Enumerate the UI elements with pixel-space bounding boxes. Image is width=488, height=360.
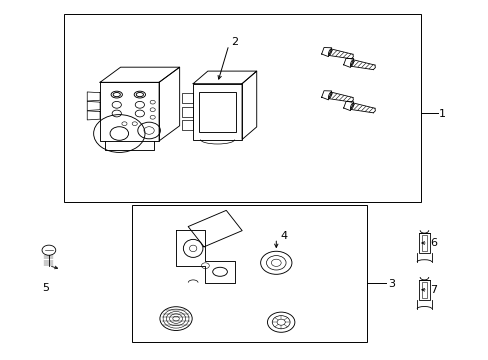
Text: 3: 3 (387, 279, 394, 289)
Bar (132, 205, 366, 342)
Bar (421, 282, 427, 298)
Text: 5: 5 (42, 283, 49, 293)
Text: 4: 4 (280, 231, 287, 241)
Text: 1: 1 (438, 109, 445, 120)
Bar (421, 235, 427, 251)
Bar (100, 82, 159, 141)
Bar (418, 233, 429, 253)
Bar (193, 84, 242, 140)
Bar (63, 14, 420, 202)
Text: 2: 2 (230, 37, 238, 48)
Text: 6: 6 (429, 238, 436, 248)
Text: 7: 7 (429, 285, 436, 295)
Bar (199, 91, 236, 132)
Bar (418, 280, 429, 300)
